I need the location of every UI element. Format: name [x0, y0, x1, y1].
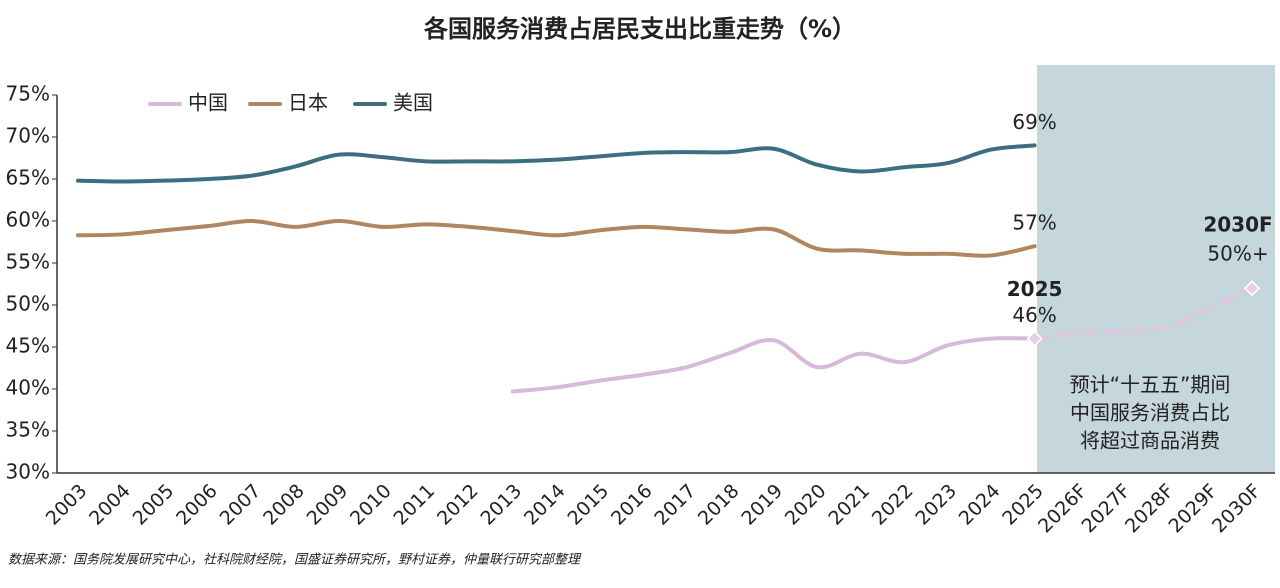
- line: [76, 218, 1037, 258]
- x-tick-label: 2029F: [1164, 480, 1221, 537]
- y-tick-label: 45%: [6, 334, 50, 358]
- x-tick-label: 2015: [563, 480, 613, 530]
- line: [76, 143, 1037, 184]
- legend-label: 美国: [393, 91, 433, 115]
- value-label: 57%: [1012, 211, 1056, 235]
- x-tick-label: 2018: [694, 480, 744, 530]
- forecast-region: [1037, 65, 1275, 473]
- x-tick-label: 2022: [868, 480, 918, 530]
- y-tick-label: 75%: [6, 82, 50, 106]
- x-tick-label: 2019: [737, 480, 787, 530]
- y-tick-label: 60%: [6, 208, 50, 232]
- x-tick-label: 2020: [781, 480, 831, 530]
- y-tick-label: 30%: [6, 460, 50, 484]
- value-label: 69%: [1012, 110, 1056, 134]
- value-label: 46%: [1012, 303, 1056, 327]
- annotation: 中国服务消费占比: [1070, 401, 1230, 425]
- x-tick-label: 2010: [346, 480, 396, 530]
- x-tick-label: 2021: [824, 480, 874, 530]
- source-note: 数据来源：国务院发展研究中心，社科院财经院，国盛证券研究所，野村证券，仲量联行研…: [8, 552, 582, 568]
- x-tick-label: 2023: [911, 480, 961, 530]
- annotation: 2030F: [1203, 213, 1272, 237]
- x-tick-label: 2028F: [1121, 480, 1178, 537]
- y-tick-label: 65%: [6, 166, 50, 190]
- y-tick-label: 35%: [6, 418, 50, 442]
- x-tick-label: 2012: [433, 480, 483, 530]
- chart-title: 各国服务消费占居民支出比重走势（%）: [423, 15, 856, 43]
- x-tick-label: 2003: [42, 480, 92, 530]
- x-tick-label: 2017: [650, 480, 700, 530]
- annotation: 将超过商品消费: [1080, 429, 1220, 453]
- point-marker: [1243, 280, 1261, 297]
- x-tick-label: 2006: [172, 480, 222, 530]
- x-tick-label: 2027F: [1077, 480, 1134, 537]
- x-tick-label: 2013: [476, 480, 526, 530]
- y-tick-label: 55%: [6, 250, 50, 274]
- x-tick-label: 2008: [259, 480, 309, 530]
- x-tick-label: 2011: [390, 480, 440, 530]
- annotation: 2025: [1007, 277, 1063, 301]
- legend-label: 中国: [188, 91, 228, 115]
- x-tick-label: 2005: [129, 480, 179, 530]
- x-tick-label: 2007: [216, 480, 266, 530]
- line: [1032, 286, 1254, 341]
- x-tick-label: 2030F: [1208, 480, 1265, 537]
- x-tick-label: 2009: [303, 480, 353, 530]
- legend-label: 日本: [288, 91, 328, 115]
- x-tick-label: 2026F: [1034, 480, 1091, 537]
- x-tick-label: 2004: [85, 480, 135, 530]
- annotation: 50%+: [1207, 242, 1268, 266]
- line: [510, 336, 1037, 394]
- y-tick-label: 40%: [6, 376, 50, 400]
- annotation: 预计“十五五”期间: [1070, 373, 1231, 397]
- y-tick-label: 50%: [6, 292, 50, 316]
- point-marker: [1026, 330, 1043, 347]
- x-tick-label: 2016: [607, 480, 657, 530]
- x-tick-label: 2014: [520, 480, 570, 530]
- x-tick-label: 2024: [955, 480, 1005, 530]
- y-tick-label: 70%: [6, 124, 50, 148]
